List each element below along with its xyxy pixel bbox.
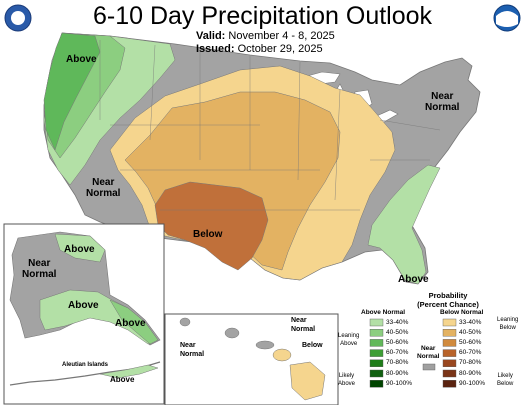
doc-seal-inner	[11, 11, 25, 25]
legend-above-swatch	[369, 349, 384, 357]
label-below-south: Below	[193, 229, 223, 240]
legend-above-range: 50-60%	[386, 338, 409, 346]
issued-value: October 29, 2025	[237, 43, 323, 55]
legend-above-range: 80-90%	[386, 369, 409, 377]
valid-value: November 4 - 8, 2025	[228, 30, 335, 42]
valid-line: Valid: November 4 - 8, 2025	[196, 30, 335, 42]
label-alaska-near-normal: Near Normal	[22, 258, 57, 280]
legend-below-range: 33-40%	[459, 318, 482, 326]
legend-title: Probability (Percent Chance)	[417, 291, 479, 309]
legend-below-range: 80-90%	[459, 369, 482, 377]
legend-below-swatch	[442, 369, 457, 378]
legend-above-range: 40-50%	[386, 328, 409, 336]
aleutian-above-shade	[99, 364, 159, 379]
label-above-northwest: Above	[66, 54, 97, 65]
label-hawaii-below: Below	[302, 342, 323, 349]
label-near-normal-northeast: Near Normal	[425, 91, 460, 113]
legend-below-range: 50-60%	[459, 338, 482, 346]
legend-below-range: 70-80%	[459, 359, 482, 367]
label-hawaii-near-normal-top: Near Normal	[291, 317, 316, 333]
below-50-region	[154, 181, 269, 271]
legend-below-range: 60-70%	[459, 349, 482, 357]
legend-above-header: Above Normal	[361, 309, 406, 316]
legend-below-swatch	[442, 318, 457, 327]
hawaii-maui	[272, 348, 292, 362]
legend-near-swatch	[422, 363, 436, 371]
legend-likely-below: Likely Below	[497, 373, 514, 387]
legend-above-swatch	[369, 380, 384, 388]
legend-above-range: 60-70%	[386, 349, 409, 357]
hawaii-big-island	[289, 361, 326, 401]
label-above-southeast: Above	[398, 274, 429, 285]
state-lines	[99, 40, 441, 211]
label-hawaii-near-normal-left: Near Normal	[180, 342, 205, 358]
valid-label: Valid:	[196, 30, 226, 42]
legend-above-range: 90-100%	[386, 379, 413, 387]
hawaii-molokai	[255, 340, 275, 350]
hawaii-oahu	[224, 327, 240, 339]
label-aleutian-above: Above	[110, 375, 135, 384]
legend-below-swatch	[442, 349, 457, 357]
above-50-nw	[43, 32, 101, 151]
issued-line: Issued: October 29, 2025	[196, 43, 323, 55]
legend-below-swatch	[442, 359, 457, 367]
legend-above-swatches	[369, 318, 384, 388]
legend-leaning-below: Leaning Below	[497, 317, 519, 331]
legend-above-swatch	[369, 318, 384, 327]
legend-likely-above: Likely Above	[338, 373, 356, 387]
legend-below-swatch	[442, 339, 457, 347]
hawaii-kauai	[179, 317, 191, 327]
label-near-normal-west: Near Normal	[86, 177, 121, 199]
legend-below-swatch	[442, 380, 457, 388]
legend-above-swatch	[369, 369, 384, 378]
label-alaska-above-central: Above	[68, 300, 99, 311]
legend-below-range: 90-100%	[459, 379, 486, 387]
legend-above-swatch	[369, 329, 384, 337]
legend-below-swatches	[442, 318, 457, 388]
label-alaska-above-panhandle: Above	[115, 318, 146, 329]
legend-above-range: 70-80%	[386, 359, 409, 367]
legend-above-range: 33-40%	[386, 318, 409, 326]
legend-below-range: 40-50%	[459, 328, 482, 336]
alaska-above-north	[54, 233, 106, 263]
issued-label: Issued:	[196, 43, 235, 55]
legend-leaning-above: Leaning Above	[338, 333, 360, 347]
legend-below-header: Below Normal	[440, 309, 484, 316]
legend-near-header: Near Normal	[417, 345, 440, 360]
label-alaska-above-north: Above	[64, 244, 95, 255]
legend-above-swatch	[369, 339, 384, 347]
label-aleutian-islands: Aleutian Islands	[62, 362, 109, 368]
above-33-se	[367, 164, 441, 285]
legend-below-swatch	[442, 329, 457, 337]
legend-above-swatch	[369, 359, 384, 367]
alaska-above-panhandle	[109, 299, 159, 345]
page-title: 6-10 Day Precipitation Outlook	[92, 2, 433, 30]
alaska-above-south	[39, 289, 159, 345]
noaa-logo-wave	[496, 11, 518, 27]
